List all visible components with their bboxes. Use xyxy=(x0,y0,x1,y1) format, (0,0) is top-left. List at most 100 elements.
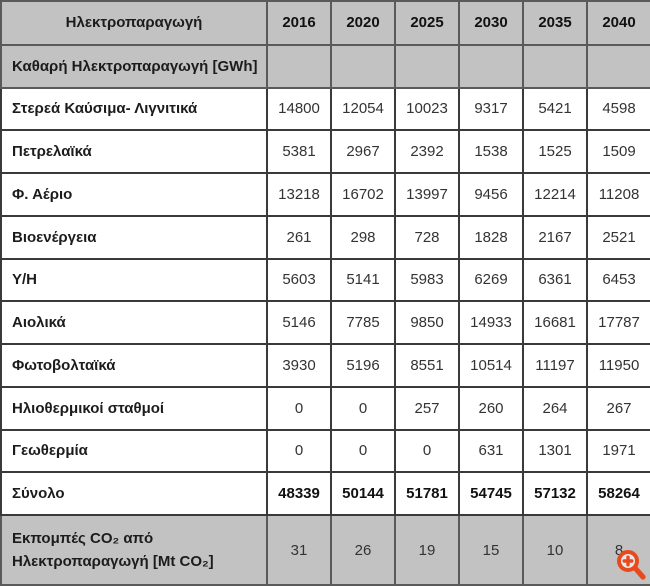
value-cell: 2392 xyxy=(394,129,460,175)
value-cell: 10514 xyxy=(458,343,524,388)
value-cell: 9850 xyxy=(394,300,460,346)
zoom-in-icon[interactable] xyxy=(615,548,647,582)
value-cell: 6361 xyxy=(522,257,588,303)
co2-value-cell: 31 xyxy=(266,514,332,586)
value-cell: 1301 xyxy=(522,428,588,474)
value-cell: 5141 xyxy=(330,257,396,303)
value-cell: 0 xyxy=(266,385,332,431)
value-cell: 728 xyxy=(394,214,460,260)
value-cell: 7785 xyxy=(330,300,396,346)
value-cell: 1828 xyxy=(458,214,524,260)
table-row: Υ/Η 5603 5141 5983 6269 6361 6453 xyxy=(0,257,650,303)
value-cell: 1525 xyxy=(522,129,588,175)
co2-emissions-row: Εκπομπές CO₂ από Ηλεκτροπαραγωγή [Mt CO₂]… xyxy=(0,514,650,586)
table-row: Αιολικά 5146 7785 9850 14933 16681 17787 xyxy=(0,300,650,346)
value-cell: 260 xyxy=(458,385,524,431)
value-cell: 0 xyxy=(266,428,332,474)
value-cell: 17787 xyxy=(586,300,650,346)
year-header-cell: 2030 xyxy=(458,0,524,46)
table-row: Ηλιοθερμικοί σταθμοί 0 0 257 260 264 267 xyxy=(0,385,650,431)
year-header-cell: 2035 xyxy=(522,0,588,46)
value-cell: 2967 xyxy=(330,129,396,175)
value-cell: 264 xyxy=(522,385,588,431)
empty-cell xyxy=(394,43,460,89)
value-cell: 12054 xyxy=(330,86,396,132)
value-cell: 6453 xyxy=(586,257,650,303)
year-header-cell: 2040 xyxy=(586,0,650,46)
value-cell: 267 xyxy=(586,385,650,431)
value-cell: 16681 xyxy=(522,300,588,346)
value-cell: 631 xyxy=(458,428,524,474)
total-value-cell: 57132 xyxy=(522,471,588,517)
co2-value-cell: 19 xyxy=(394,514,460,586)
value-cell: 13218 xyxy=(266,172,332,217)
value-cell: 12214 xyxy=(522,172,588,217)
value-cell: 5381 xyxy=(266,129,332,175)
table-row: Γεωθερμία 0 0 0 631 1301 1971 xyxy=(0,428,650,474)
section-header-row: Καθαρή Ηλεκτροπαραγωγή [GWh] xyxy=(0,43,650,89)
value-cell: 16702 xyxy=(330,172,396,217)
row-label-cell: Ηλιοθερμικοί σταθμοί xyxy=(0,385,268,431)
row-label-cell: Αιολικά xyxy=(0,300,268,346)
table-row: Φ. Αέριο 13218 16702 13997 9456 12214 11208 xyxy=(0,172,650,217)
co2-value-cell: 10 xyxy=(522,514,588,586)
row-label-cell: Στερεά Καύσιμα- Λιγνιτικά xyxy=(0,86,268,132)
co2-label-cell: Εκπομπές CO₂ από Ηλεκτροπαραγωγή [Mt CO₂] xyxy=(0,514,268,586)
value-cell: 8551 xyxy=(394,343,460,388)
table-row: Βιοενέργεια 261 298 728 1828 2167 2521 xyxy=(0,214,650,260)
value-cell: 1538 xyxy=(458,129,524,175)
row-label-cell: Γεωθερμία xyxy=(0,428,268,474)
row-label-cell: Πετρελαϊκά xyxy=(0,129,268,175)
co2-value-cell: 15 xyxy=(458,514,524,586)
value-cell: 9317 xyxy=(458,86,524,132)
value-cell: 14933 xyxy=(458,300,524,346)
value-cell: 5603 xyxy=(266,257,332,303)
value-cell: 257 xyxy=(394,385,460,431)
value-cell: 0 xyxy=(330,385,396,431)
value-cell: 5146 xyxy=(266,300,332,346)
value-cell: 0 xyxy=(394,428,460,474)
year-header-cell: 2016 xyxy=(266,0,332,46)
value-cell: 5421 xyxy=(522,86,588,132)
row-label-cell: Υ/Η xyxy=(0,257,268,303)
co2-value-cell: 26 xyxy=(330,514,396,586)
row-label-cell: Βιοενέργεια xyxy=(0,214,268,260)
value-cell: 5983 xyxy=(394,257,460,303)
value-cell: 11208 xyxy=(586,172,650,217)
co2-value-cell: 8 xyxy=(586,514,650,586)
value-cell: 298 xyxy=(330,214,396,260)
value-cell: 4598 xyxy=(586,86,650,132)
year-header-cell: 2025 xyxy=(394,0,460,46)
value-cell: 2167 xyxy=(522,214,588,260)
empty-cell xyxy=(330,43,396,89)
empty-cell xyxy=(266,43,332,89)
total-value-cell: 58264 xyxy=(586,471,650,517)
total-label-cell: Σύνολο xyxy=(0,471,268,517)
total-value-cell: 48339 xyxy=(266,471,332,517)
co2-label-line2: Ηλεκτροπαραγωγή [Mt CO₂] xyxy=(12,553,214,571)
value-cell: 1971 xyxy=(586,428,650,474)
section-label-cell: Καθαρή Ηλεκτροπαραγωγή [GWh] xyxy=(0,43,268,89)
value-cell: 9456 xyxy=(458,172,524,217)
value-cell: 11950 xyxy=(586,343,650,388)
value-cell: 1509 xyxy=(586,129,650,175)
value-cell: 14800 xyxy=(266,86,332,132)
co2-label-line1: Εκπομπές CO₂ από xyxy=(12,529,154,547)
year-header-cell: 2020 xyxy=(330,0,396,46)
value-cell: 6269 xyxy=(458,257,524,303)
value-cell: 13997 xyxy=(394,172,460,217)
empty-cell xyxy=(458,43,524,89)
value-cell: 3930 xyxy=(266,343,332,388)
table-row: Πετρελαϊκά 5381 2967 2392 1538 1525 1509 xyxy=(0,129,650,175)
table-title-cell: Ηλεκτροπαραγωγή xyxy=(0,0,268,46)
total-value-cell: 54745 xyxy=(458,471,524,517)
value-cell: 10023 xyxy=(394,86,460,132)
table-header-row: Ηλεκτροπαραγωγή 2016 2020 2025 2030 2035 2040 xyxy=(0,0,650,46)
value-cell: 0 xyxy=(330,428,396,474)
value-cell: 5196 xyxy=(330,343,396,388)
row-label-cell: Φωτοβολταϊκά xyxy=(0,343,268,388)
empty-cell xyxy=(586,43,650,89)
total-value-cell: 51781 xyxy=(394,471,460,517)
